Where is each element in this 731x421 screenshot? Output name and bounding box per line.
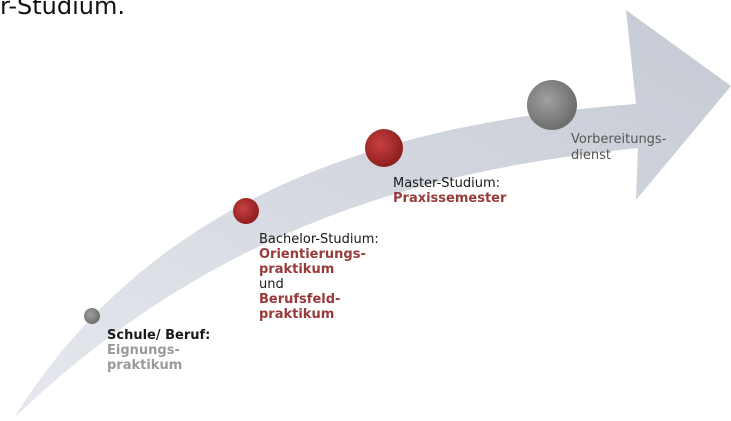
- stage-detail: praktikum: [259, 262, 335, 277]
- stage-detail: praktikum: [107, 358, 183, 373]
- stage-vorbereitung: Vorbereitungs- dienst: [571, 132, 666, 164]
- stage-schule: Schule/ Beruf: Eignungs- praktikum: [107, 328, 210, 373]
- circle-bachelor: [233, 198, 259, 224]
- stage-detail: Eignungs-: [107, 343, 180, 358]
- stage-detail: Orientierungs-: [259, 247, 366, 262]
- stage-title: Vorbereitungs-: [571, 132, 667, 147]
- stage-detail: Berufsfeld-: [259, 292, 341, 307]
- stage-title: dienst: [571, 148, 611, 163]
- arrow-body: [14, 10, 731, 418]
- stage-detail: Praxissemester: [393, 191, 507, 206]
- stage-connector: und: [259, 277, 284, 292]
- stage-detail: praktikum: [259, 307, 335, 322]
- stage-title: Schule/ Beruf:: [107, 328, 211, 343]
- circle-schule: [84, 308, 100, 324]
- heading-fragment: r-Studium.: [0, 0, 125, 20]
- stage-bachelor: Bachelor-Studium: Orientierungs- praktik…: [259, 232, 379, 322]
- stage-master: Master-Studium: Praxissemester: [393, 176, 506, 206]
- circle-vorbereitung: [527, 80, 577, 130]
- stage-title: Master-Studium:: [393, 176, 500, 191]
- circle-master: [365, 129, 403, 167]
- stage-title: Bachelor-Studium:: [259, 232, 379, 247]
